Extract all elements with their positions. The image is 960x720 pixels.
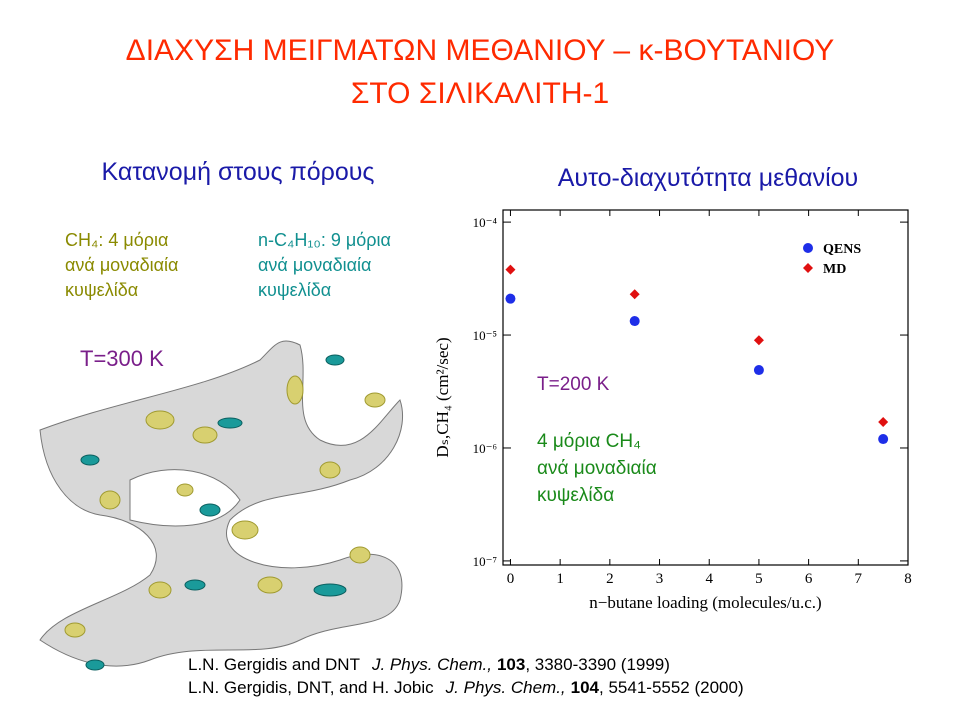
note-line: n-C₄H₁₀: 9 μόρια	[258, 230, 391, 250]
title: ΣΤΟ ΣΙΛΙΚΑΛΙΤΗ-1	[351, 77, 609, 110]
title: ΔΙΑΧΥΣΗ ΜΕΙΓΜΑΤΩΝ ΜΕΘΑΝΙΟΥ – κ-ΒΟΥΤΑΝΙΟΥ	[126, 34, 835, 67]
y-tick-label: 10⁻⁴	[473, 215, 498, 230]
x-tick-label: 3	[656, 571, 664, 587]
note-line: ανά μοναδιαία	[65, 255, 178, 275]
pore-image	[39, 340, 404, 671]
reference-part: 103	[497, 655, 525, 674]
x-axis-label: n−butane loading (molecules/u.c.)	[589, 593, 821, 612]
x-tick-label: 2	[606, 571, 614, 587]
data-point	[753, 335, 764, 346]
reference-part: L.N. Gergidis, DNT, and H. Jobic	[188, 678, 434, 697]
reference-part: 104	[571, 678, 600, 697]
x-tick-label: 0	[507, 571, 515, 587]
reference-part: , 3380-3390 (1999)	[525, 655, 670, 674]
x-tick-label: 7	[855, 571, 863, 587]
references: L.N. Gergidis and DNT J. Phys. Chem., 103,…	[188, 655, 744, 697]
annotation: T=200 K	[537, 374, 610, 395]
data-point	[753, 365, 764, 376]
reference: L.N. Gergidis and DNT J. Phys. Chem., 103,…	[188, 655, 670, 674]
annotation: ανά μοναδιαία	[537, 458, 657, 479]
legend-label: MD	[823, 262, 846, 277]
annotation: κυψελίδα	[537, 485, 614, 506]
data-point	[505, 293, 516, 304]
data-point	[878, 434, 889, 445]
data-point	[878, 416, 889, 427]
butane-note: n-C₄H₁₀: 9 μόρια ανά μοναδιαία κυψελίδα	[258, 230, 391, 300]
y-axis-label: Dₛ,CH₄ (cm²/sec)	[433, 337, 452, 457]
temperature-label: T=300 K	[80, 346, 164, 371]
legend-label: QENS	[823, 242, 861, 257]
reference-part: J. Phys. Chem.,	[445, 678, 566, 697]
legend-marker	[803, 263, 813, 273]
y-tick-label: 10⁻⁵	[473, 328, 497, 343]
reference-part: , 5541-5552 (2000)	[599, 678, 744, 697]
reference: L.N. Gergidis, DNT, and H. Jobic J. Phys.…	[188, 678, 744, 697]
x-tick-label: 4	[705, 571, 713, 587]
data-point	[629, 289, 640, 300]
note-line: κυψελίδα	[65, 280, 138, 300]
legend-marker	[803, 243, 813, 253]
reference-part: J. Phys. Chem.,	[371, 655, 492, 674]
methane-note: CH₄: 4 μόρια ανά μοναδιαία κυψελίδα	[65, 230, 178, 300]
note-line: CH₄: 4 μόρια	[65, 230, 168, 250]
left-heading: Κατανομή στους πόρους	[102, 158, 375, 186]
x-tick-label: 6	[805, 571, 813, 587]
annotation: 4 μόρια CH₄	[537, 431, 641, 452]
x-tick-label: 8	[904, 571, 912, 587]
data-point	[629, 316, 640, 327]
reference-part: L.N. Gergidis and DNT	[188, 655, 360, 674]
data-point	[505, 264, 516, 275]
x-tick-label: 5	[755, 571, 763, 587]
y-tick-label: 10⁻⁷	[473, 554, 497, 569]
note-line: ανά μοναδιαία	[258, 255, 371, 275]
right-heading: Αυτο-διαχυτότητα μεθανίου	[558, 164, 858, 192]
y-tick-label: 10⁻⁶	[473, 441, 497, 456]
x-tick-label: 1	[556, 571, 564, 587]
plot-frame	[502, 209, 909, 566]
note-line: κυψελίδα	[258, 280, 331, 300]
